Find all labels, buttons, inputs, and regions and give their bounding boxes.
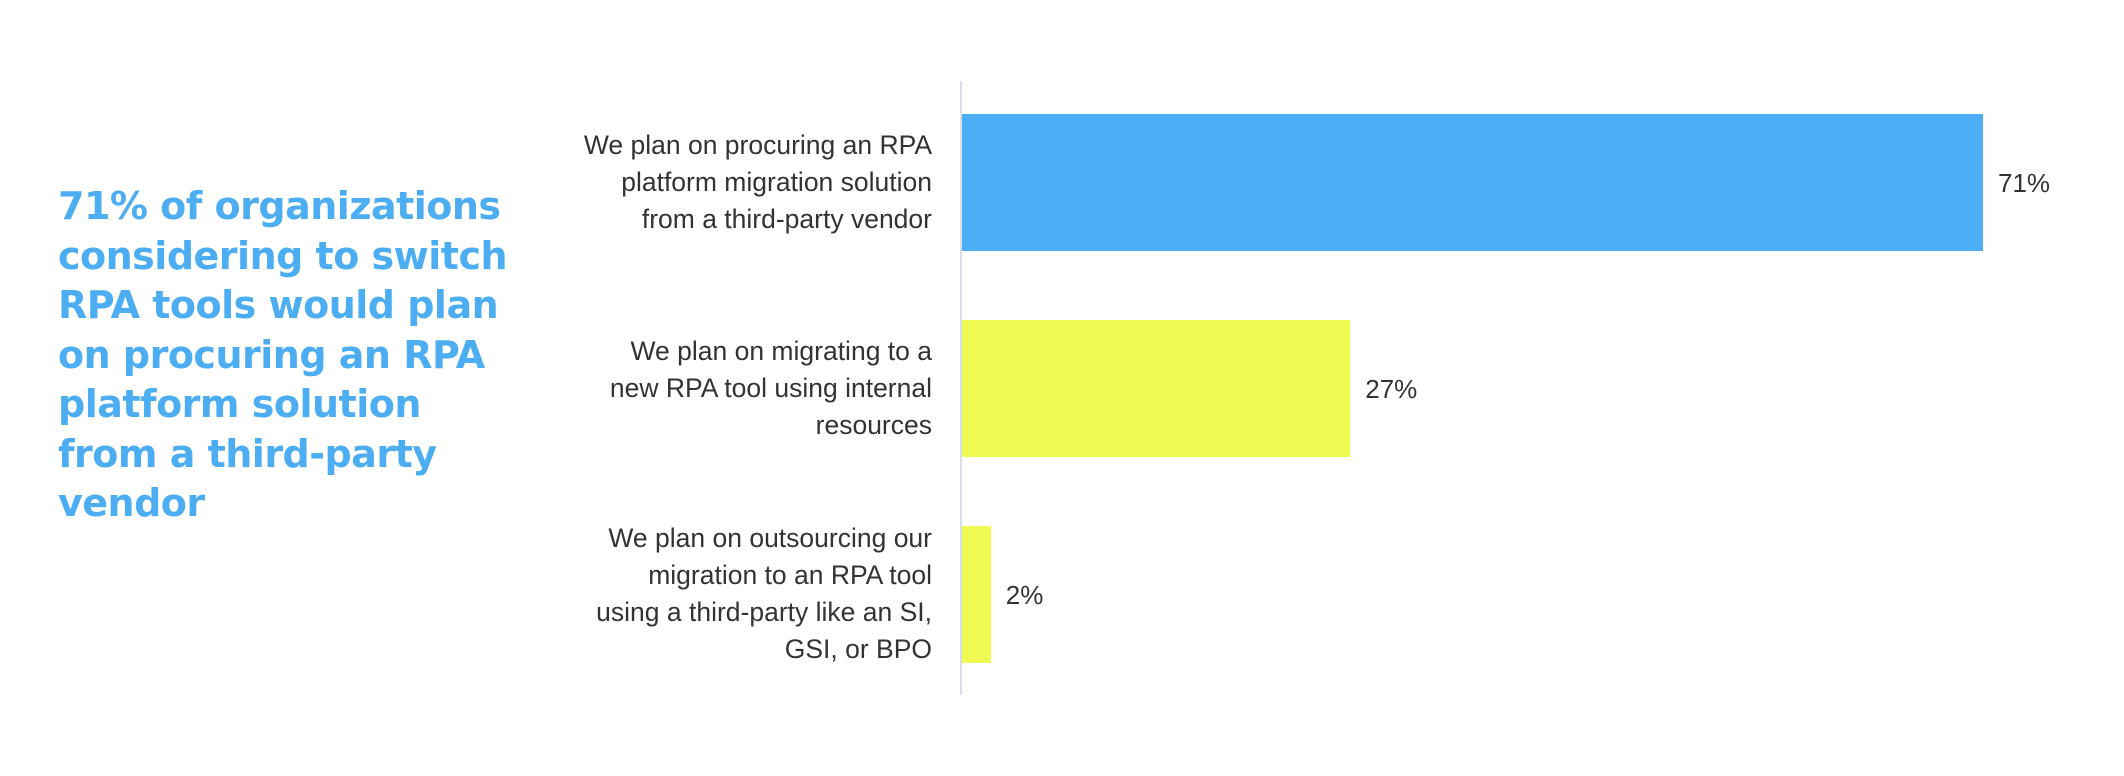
category-label-line: We plan on procuring an RPA (583, 130, 932, 160)
value-label: 71% (1998, 168, 2051, 198)
category-label-line: We plan on outsourcing our (608, 523, 932, 553)
category-label-line: from a third-party vendor (641, 204, 932, 234)
value-label: 2% (1005, 580, 1044, 610)
headline-line: from a third-party (58, 431, 437, 476)
headline-line: platform solution (58, 382, 421, 426)
category-label: We plan on migrating to a new RPA tool u… (512, 333, 932, 444)
value-label: 27% (1365, 374, 1418, 404)
headline-line: 71% of organizations (58, 184, 501, 228)
headline-line: considering to switch (58, 233, 508, 278)
category-label-line: new RPA tool using internal (609, 373, 932, 403)
category-label: We plan on outsourcing our migration to … (512, 520, 932, 668)
headline-line: vendor (58, 481, 205, 525)
bar-internal-resources (962, 320, 1351, 457)
headline-callout: 71% of organizations considering to swit… (58, 182, 508, 529)
headline-line: on procuring an RPA (58, 332, 485, 377)
bar-procure-third-party (962, 114, 1983, 251)
category-label-line: resources (815, 410, 932, 440)
category-label-line: platform migration solution (621, 167, 932, 197)
category-label-line: We plan on migrating to a (630, 336, 933, 366)
category-label-line: GSI, or BPO (784, 634, 932, 664)
category-label: We plan on procuring an RPA platform mig… (512, 127, 932, 238)
category-axis-line (960, 81, 962, 695)
headline-line: RPA tools would plan (58, 283, 499, 327)
category-label-line: using a third-party like an SI, (596, 597, 932, 627)
category-label-line: migration to an RPA tool (648, 560, 932, 590)
bar-outsource-si-gsi-bpo (962, 526, 991, 663)
